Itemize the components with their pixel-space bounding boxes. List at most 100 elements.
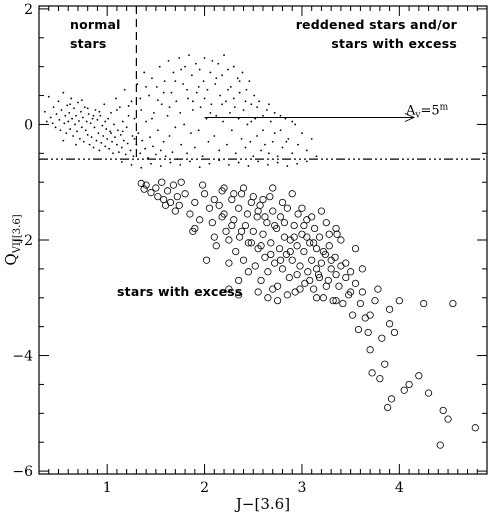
excess-star-point: [173, 193, 181, 201]
excess-star-point: [358, 265, 366, 273]
normal-star-point: [187, 97, 189, 100]
excess-star-point: [152, 184, 160, 192]
normal-star-point: [176, 158, 179, 161]
excess-star-point: [337, 262, 345, 270]
normal-star-point: [247, 165, 250, 167]
normal-star-point: [186, 88, 188, 91]
normal-star-point: [305, 160, 308, 163]
excess-star-point: [200, 190, 209, 198]
excess-star-point: [319, 247, 327, 256]
excess-star-point: [199, 181, 207, 189]
normal-star-point: [144, 147, 147, 150]
normal-star-point: [112, 152, 114, 155]
normal-star-point: [107, 117, 110, 120]
normal-star-point: [66, 104, 69, 107]
normal-star-point: [89, 122, 92, 125]
normal-star-point: [265, 109, 268, 111]
normal-star-point: [151, 117, 153, 120]
excess-star-point: [300, 247, 308, 256]
excess-star-point: [444, 415, 452, 423]
excess-star-point: [436, 441, 444, 449]
excess-star-point: [235, 276, 243, 285]
normal-star-point: [228, 111, 231, 114]
excess-star-point: [280, 233, 289, 241]
normal-star-point: [227, 68, 229, 71]
normal-star-point: [54, 126, 57, 129]
normal-star-point: [184, 65, 186, 68]
excess-star-point: [228, 221, 236, 230]
normal-star-point: [214, 83, 217, 85]
normal-star-point: [202, 80, 205, 83]
normal-star-point: [195, 91, 198, 94]
excess-star-point: [332, 224, 340, 233]
excess-star-point: [181, 190, 189, 198]
normal-star-point: [62, 139, 65, 142]
axis-tick-labels: 1 2 3 4 2 0 −2 −4 −6: [12, 2, 404, 496]
normal-star-point: [197, 129, 200, 132]
excess-star-point: [259, 195, 267, 204]
excess-star-point: [230, 190, 238, 198]
normal-star-point: [253, 94, 256, 97]
normal-star-point: [208, 162, 211, 165]
normal-star-point: [159, 149, 162, 152]
normal-star-point: [223, 54, 225, 57]
excess-star-point: [342, 259, 350, 267]
excess-star-point: [288, 190, 296, 198]
excess-star-point: [386, 320, 394, 328]
excess-star-point: [294, 210, 302, 218]
normal-star-point: [101, 124, 104, 127]
excess-star-point: [420, 299, 428, 308]
excess-star-point: [395, 297, 403, 305]
normal-star-point: [169, 161, 172, 164]
excess-star-point: [215, 201, 223, 209]
normal-star-point: [240, 137, 243, 140]
normal-star-point: [246, 123, 249, 126]
normal-star-point: [59, 129, 62, 132]
excess-star-point: [257, 242, 265, 250]
normal-star-point: [67, 120, 70, 123]
excess-star-point: [335, 282, 343, 290]
excess-star-point: [303, 216, 311, 224]
normal-star-point: [242, 109, 245, 111]
excess-star-point: [271, 259, 279, 267]
normal-star-point: [190, 132, 192, 135]
normal-star-point: [140, 166, 143, 169]
normal-star-point: [228, 163, 230, 166]
normal-star-point: [151, 77, 153, 80]
normal-star-point: [170, 91, 173, 94]
excess-star-point: [264, 268, 272, 276]
excess-star-point: [264, 294, 272, 302]
excess-star-point: [210, 195, 218, 204]
excess-star-point: [269, 285, 277, 293]
excess-star-point: [381, 360, 389, 368]
excess-star-point: [163, 187, 172, 195]
normal-star-point: [250, 120, 253, 123]
normal-star-point: [70, 97, 73, 100]
normal-star-point: [73, 107, 75, 110]
normal-star-point: [232, 65, 235, 68]
excess-star-point: [354, 325, 363, 334]
normal-star-point: [249, 140, 252, 143]
normal-star-point: [156, 129, 159, 132]
normal-star-point: [213, 135, 216, 137]
normal-star-point: [153, 111, 155, 114]
excess-star-point: [212, 242, 220, 250]
excess-star-point: [337, 236, 345, 244]
excess-star-point: [257, 276, 265, 285]
excess-star-point: [162, 201, 170, 209]
normal-star-point: [315, 155, 318, 158]
normal-star-point: [234, 152, 237, 155]
excess-star-point: [317, 207, 326, 215]
normal-star-point: [191, 109, 194, 111]
normal-star-point: [244, 146, 247, 149]
excess-star-point: [333, 230, 341, 238]
normal-star-point: [194, 62, 197, 65]
normal-star-point: [291, 152, 294, 155]
normal-star-point: [152, 145, 154, 148]
normal-star-point: [63, 122, 66, 125]
normal-star-point: [81, 116, 84, 119]
normal-star-point: [191, 74, 193, 77]
excess-star-point: [222, 227, 230, 235]
